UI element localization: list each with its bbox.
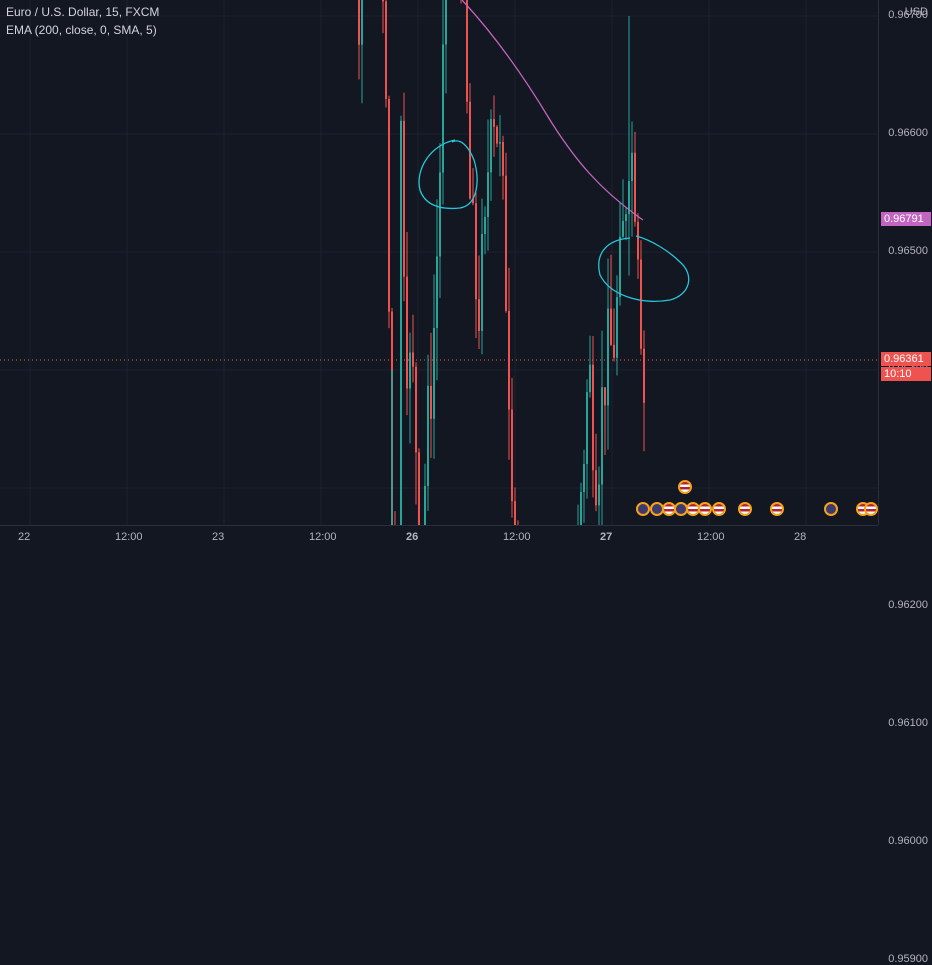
candle-body — [499, 142, 501, 144]
candle-body — [607, 308, 609, 406]
economic-event-icon[interactable] — [636, 502, 650, 516]
candle-body — [415, 366, 417, 453]
time-tick-label: 23 — [212, 531, 225, 543]
economic-event-icon[interactable] — [824, 502, 838, 516]
candle-body — [580, 491, 582, 537]
candle-body — [418, 452, 420, 548]
candle-body — [433, 327, 435, 419]
economic-event-icon[interactable] — [698, 502, 712, 516]
candle-body — [445, 0, 447, 45]
time-tick-label: 26 — [406, 531, 419, 543]
candle-body — [631, 152, 633, 182]
candle-body — [388, 98, 390, 312]
candle-body — [490, 119, 492, 173]
candle-body — [502, 142, 504, 176]
economic-event-icon[interactable] — [738, 502, 752, 516]
candle-body — [586, 392, 588, 465]
candle-body — [514, 501, 516, 534]
candle-body — [481, 233, 483, 331]
candle-body — [403, 120, 405, 277]
candle-body — [484, 216, 486, 234]
symbol-title[interactable]: Euro / U.S. Dollar, 15, FXCM — [6, 5, 160, 19]
countdown-badge: 10:10 — [881, 367, 931, 381]
economic-event-icon[interactable] — [864, 502, 878, 516]
last-price-badge: 0.96361 — [881, 352, 931, 366]
ema-line — [461, 0, 644, 221]
candle-body — [616, 297, 618, 358]
candle-body — [583, 464, 585, 492]
candle-body — [439, 172, 441, 257]
candle-body — [358, 0, 360, 45]
price-tick-label: 0.96000 — [888, 835, 928, 847]
candle-body — [640, 259, 642, 349]
candle-body — [604, 387, 606, 406]
candle-body — [472, 198, 474, 204]
candle-body — [469, 101, 471, 199]
candle-body — [361, 0, 363, 45]
candle-body — [478, 299, 480, 331]
indicator-legend[interactable]: EMA (200, close, 0, SMA, 5) — [6, 23, 157, 37]
price-tick-label: 0.96500 — [888, 245, 928, 257]
economic-event-icon[interactable] — [770, 502, 784, 516]
price-tick-label: 0.96100 — [888, 717, 928, 729]
time-tick-label: 12:00 — [309, 531, 337, 543]
candle-body — [424, 485, 426, 551]
candle-body — [436, 256, 438, 328]
candle-body — [601, 387, 603, 485]
candle-body — [475, 203, 477, 300]
candle-body — [382, 0, 384, 2]
candle-body — [427, 385, 429, 486]
candle-body — [385, 1, 387, 99]
time-tick-label: 12:00 — [503, 531, 531, 543]
candle-body — [487, 172, 489, 217]
candle-body — [511, 409, 513, 502]
candle-body — [406, 276, 408, 389]
annotation-circle — [598, 235, 690, 302]
candle-body — [595, 470, 597, 506]
candle-body — [493, 119, 495, 127]
candle-body — [505, 175, 507, 311]
time-tick-label: 27 — [600, 531, 613, 543]
candle-body — [409, 352, 411, 389]
candle-body — [496, 126, 498, 144]
time-tick-label: 22 — [18, 531, 31, 543]
economic-event-icon[interactable] — [712, 502, 726, 516]
candle-body — [430, 385, 432, 419]
price-tick-label: 0.96200 — [888, 599, 928, 611]
annotation-circle — [418, 139, 478, 210]
price-tick-label: 0.96600 — [888, 127, 928, 139]
price-tick-label: 0.96700 — [888, 9, 928, 21]
candle-body — [466, 0, 468, 102]
time-tick-label: 28 — [794, 531, 807, 543]
candle-body — [400, 120, 402, 598]
chart-canvas[interactable]: Euro / U.S. Dollar, 15, FXCM EMA (200, c… — [0, 0, 878, 961]
price-axis[interactable]: USD 0.973000.972000.971000.970000.969000… — [878, 0, 932, 965]
candle-body — [592, 364, 594, 471]
currency-label: USD — [904, 6, 928, 18]
ema-price-badge: 0.96791 — [881, 212, 931, 226]
time-tick-label: 12:00 — [115, 531, 143, 543]
time-tick-label: 12:00 — [697, 531, 725, 543]
candle-body — [589, 364, 591, 393]
economic-event-icon[interactable] — [678, 480, 692, 494]
candle-body — [610, 308, 612, 345]
candle-body — [613, 344, 615, 358]
candle-body — [625, 214, 627, 221]
candle-body — [637, 221, 639, 260]
time-axis[interactable]: 22 12:00 23 12:00 26 12:00 27 12:00 28 — [0, 525, 878, 550]
candle-body — [634, 152, 636, 222]
price-chart[interactable] — [0, 0, 878, 961]
candle-body — [619, 236, 621, 298]
candle-body — [598, 484, 600, 506]
price-tick-label: 0.95900 — [888, 953, 928, 965]
candle-body — [643, 348, 645, 403]
candle-body — [442, 44, 444, 173]
candle-body — [622, 220, 624, 237]
